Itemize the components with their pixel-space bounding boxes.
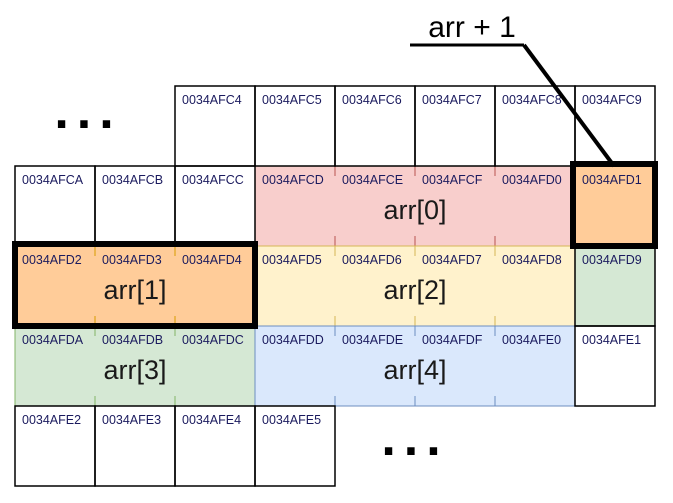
address-label: 0034AFC5	[262, 93, 322, 107]
arr-plus-1-label: arr + 1	[428, 11, 516, 44]
address-label: 0034AFE3	[102, 413, 161, 427]
address-label: 0034AFD7	[422, 253, 482, 267]
address-label: 0034AFD3	[102, 253, 162, 267]
address-label: 0034AFD0	[502, 173, 562, 187]
block-fills	[14, 165, 655, 407]
element-label: arr[0]	[383, 195, 446, 225]
highlight-arr-1	[12, 241, 258, 329]
address-label: 0034AFC4	[182, 93, 242, 107]
address-label: 0034AFCB	[102, 173, 163, 187]
cell-fill-1-7	[575, 166, 655, 246]
address-label: 0034AFE4	[182, 413, 241, 427]
address-label: 0034AFC8	[502, 93, 562, 107]
address-label: 0034AFDA	[22, 333, 84, 347]
address-label: 0034AFD4	[182, 253, 242, 267]
address-label: 0034AFC6	[342, 93, 402, 107]
memory-cell	[254, 405, 336, 487]
address-label: 0034AFD6	[342, 253, 402, 267]
element-label: arr[4]	[383, 355, 446, 385]
address-label: 0034AFCF	[422, 173, 483, 187]
element-label: arr[3]	[103, 355, 166, 385]
address-label: 0034AFCE	[342, 173, 403, 187]
address-label: 0034AFD9	[582, 253, 642, 267]
element-label: arr[2]	[383, 275, 446, 305]
cell-fill-2-7	[575, 246, 655, 326]
address-label: 0034AFE0	[502, 333, 561, 347]
arr-plus-1-pointer	[522, 43, 616, 168]
address-label: 0034AFDD	[262, 333, 324, 347]
address-label: 0034AFD2	[22, 253, 82, 267]
address-label: 0034AFC7	[422, 93, 482, 107]
address-label: 0034AFCD	[262, 173, 324, 187]
block-1	[14, 245, 256, 327]
element-label: arr[1]	[103, 275, 166, 305]
address-label: 0034AFD8	[502, 253, 562, 267]
ellipsis-bottom: ...	[381, 409, 448, 467]
address-label: 0034AFD1	[582, 173, 642, 187]
ellipsis-top: ...	[54, 82, 121, 140]
address-label: 0034AFCC	[182, 173, 244, 187]
address-label: 0034AFDE	[342, 333, 403, 347]
address-label: 0034AFDF	[422, 333, 483, 347]
address-label: 0034AFE2	[22, 413, 81, 427]
address-label: 0034AFCA	[22, 173, 84, 187]
address-label: 0034AFDC	[182, 333, 244, 347]
address-label: 0034AFE1	[582, 333, 641, 347]
element-labels: arr[0] arr[1] arr[2] arr[3] arr[4]	[103, 195, 446, 385]
address-label: 0034AFD5	[262, 253, 322, 267]
address-label: 0034AFDB	[102, 333, 163, 347]
address-label: 0034AFE5	[262, 413, 321, 427]
address-labels: 0034AFC4 0034AFC5 0034AFC6 0034AFC7 0034AFC8…	[22, 93, 642, 427]
memory-cell	[574, 325, 656, 407]
address-label: 0034AFC9	[582, 93, 642, 107]
